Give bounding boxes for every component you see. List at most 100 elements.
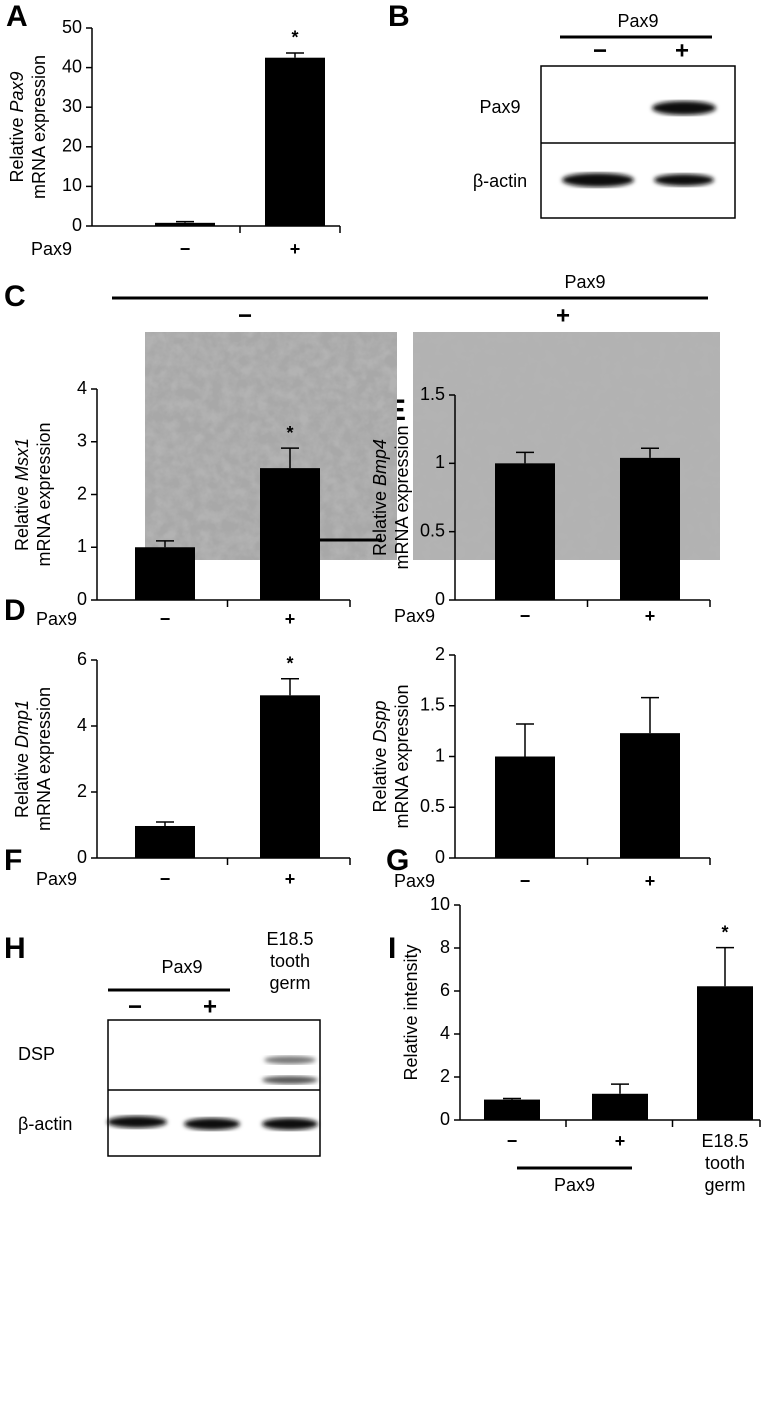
y-axis-label: Relative intensity (401, 944, 421, 1080)
y-tick-label: 6 (440, 980, 450, 1000)
x-tick-label: + (290, 239, 301, 259)
y-label-part: Relative (12, 753, 32, 818)
y-tick-label: 1.5 (420, 695, 445, 715)
y-axis-label: Relative Bmp4 (370, 439, 390, 556)
y-tick-label: 2 (77, 781, 87, 801)
panel-letter: A (6, 0, 28, 33)
y-label-gene: Dspp (370, 700, 390, 742)
band (184, 1118, 240, 1130)
y-tick-label: 0.5 (420, 520, 445, 540)
y-tick-label: 2 (77, 483, 87, 503)
panel-letter: H (4, 932, 26, 965)
y-tick-label: 2 (440, 1066, 450, 1086)
y-label-gene: Msx1 (12, 438, 32, 481)
y-axis-label: Relative Pax9 (7, 71, 27, 182)
y-label-gene: Bmp4 (370, 439, 390, 486)
x-tick-label: − (180, 239, 191, 259)
x-tick-label: + (285, 609, 296, 629)
band (262, 1118, 318, 1130)
lane-label: − (593, 37, 607, 64)
y-axis-label: mRNA expression (34, 422, 54, 566)
band (107, 1116, 167, 1128)
x-axis-label: Pax9 (36, 609, 77, 629)
y-tick-label: 30 (62, 96, 82, 116)
x-tick-label: − (520, 606, 531, 626)
y-label-part: Relative (370, 748, 390, 813)
lane-label: + (675, 37, 689, 64)
band (262, 1076, 318, 1084)
y-label-part: Relative (7, 118, 27, 183)
y-tick-label: 4 (77, 378, 87, 398)
y-tick-label: 1 (435, 745, 445, 765)
band (652, 101, 716, 115)
panel-letter: B (388, 0, 410, 33)
bar (495, 756, 555, 858)
sample-label: E18.5 (266, 929, 313, 949)
x-tick-label: + (285, 869, 296, 889)
x-axis-label: Pax9 (31, 239, 72, 259)
y-tick-label: 4 (77, 715, 87, 735)
bar (135, 825, 195, 858)
y-axis-label: mRNA expression (392, 425, 412, 569)
significance: * (291, 28, 298, 48)
bar (697, 986, 753, 1120)
y-tick-label: 8 (440, 937, 450, 957)
y-tick-label: 6 (77, 649, 87, 669)
y-tick-label: 1 (77, 536, 87, 556)
row-label: β-actin (473, 171, 527, 191)
y-axis-label: Relative Msx1 (12, 438, 32, 551)
panel-letter: D (4, 594, 26, 627)
blot-frame (107, 1019, 321, 1157)
y-tick-label: 10 (430, 894, 450, 914)
y-axis-label: mRNA expression (392, 684, 412, 828)
y-tick-label: 0 (435, 847, 445, 867)
bar (260, 695, 320, 858)
sample-label: tooth (270, 951, 310, 971)
y-tick-label: 0.5 (420, 796, 445, 816)
y-tick-label: 2 (435, 644, 445, 664)
bar (495, 463, 555, 600)
band (562, 173, 634, 187)
bar (155, 222, 215, 226)
condition-label: − (238, 302, 252, 329)
group-label: Pax9 (554, 1175, 595, 1195)
y-tick-label: 50 (62, 17, 82, 37)
bar (484, 1099, 540, 1120)
x-tick-label: + (645, 871, 656, 891)
y-axis-label: mRNA expression (34, 687, 54, 831)
x-axis-label: Pax9 (394, 871, 435, 891)
y-tick-label: 0 (72, 215, 82, 235)
x-tick-label: + (615, 1131, 626, 1151)
x-axis-label: Pax9 (394, 606, 435, 626)
x-tick-label: − (507, 1131, 518, 1151)
y-label-part: Relative (370, 491, 390, 556)
y-tick-label: 4 (440, 1023, 450, 1043)
y-tick-label: 3 (77, 431, 87, 451)
y-tick-label: 0 (440, 1109, 450, 1129)
bar (620, 457, 680, 600)
blot-group: Pax9 (617, 11, 658, 31)
y-label-part: Relative (12, 486, 32, 551)
x-tick-label: E18.5 tooth germ (701, 1131, 748, 1195)
x-tick-label-line: E18.5 (701, 1131, 748, 1151)
y-tick-label: 20 (62, 136, 82, 156)
condition-label: + (556, 302, 570, 329)
band (654, 174, 714, 186)
y-axis-label: Relative Dspp (370, 700, 390, 812)
y-tick-label: 0 (77, 589, 87, 609)
y-tick-label: 1 (435, 452, 445, 472)
lane-label: − (128, 993, 142, 1020)
image-group: Pax9 (564, 272, 605, 292)
y-tick-label: 10 (62, 175, 82, 195)
y-tick-label: 0 (77, 847, 87, 867)
band (264, 1056, 316, 1064)
blot-group: Pax9 (161, 957, 202, 977)
y-axis-label: mRNA expression (29, 55, 49, 199)
row-label: DSP (18, 1044, 55, 1064)
sample-label: germ (269, 973, 310, 993)
significance: * (721, 922, 728, 942)
row-label: Pax9 (479, 97, 520, 117)
bar (620, 733, 680, 858)
y-axis-label: Relative Dmp1 (12, 700, 32, 818)
